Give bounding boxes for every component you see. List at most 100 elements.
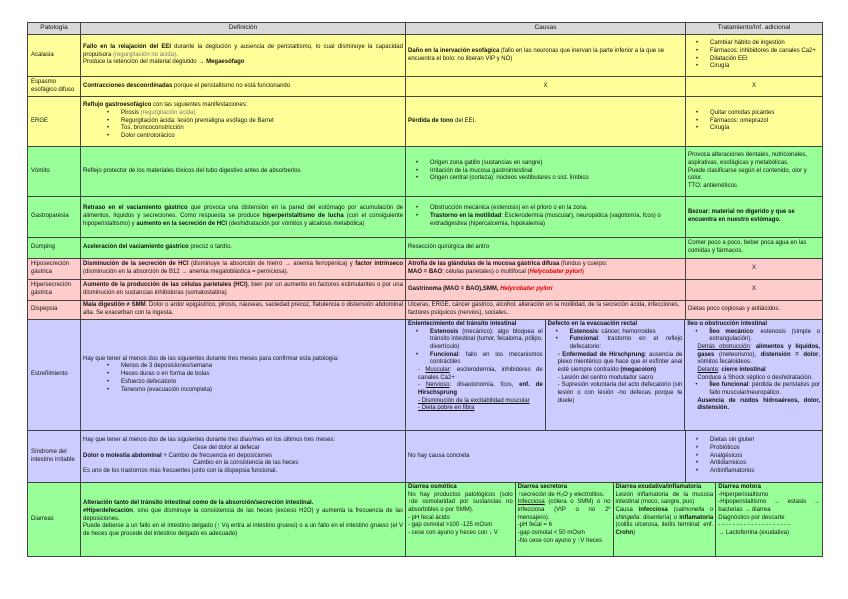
definition-cell: Disminución de la secreción de HCl (dism… [80, 258, 406, 280]
paragraph: Daño en la inervación esofágica (fallo e… [408, 48, 683, 63]
causes-cell: Gastrinoma (MAO = BAO),SMM, Helycobater … [405, 279, 686, 301]
text-run: Probióticos [710, 444, 740, 451]
definition-cell: Aceleración del vaciamiento gástrico pre… [80, 237, 406, 259]
highlighted-text: Helycobater pylori [500, 286, 553, 293]
text-run: precoz o tardío. [188, 244, 233, 251]
paragraph: Ausencia de ruidos hidroaéreos, dolor, d… [697, 398, 820, 413]
text-run: Reflujo gastroesofágico [83, 102, 152, 109]
paragraph: Diarrea motora [718, 484, 820, 492]
header-row: Patología Definición Causas Tratamiento/… [27, 22, 823, 35]
bullet-list: Menos de 3 deposiciones/semanaHeces dura… [83, 363, 403, 394]
pathology-table: Patología Definición Causas Tratamiento/… [27, 22, 823, 557]
text-run: : pérdida de peristalsis por fallo muscu… [709, 382, 821, 397]
list-item: Analgésicos [696, 453, 820, 461]
paragraph: Atrofia de las glándulas de la mucosa gá… [408, 261, 683, 269]
text-run: Dietas sin gluten [710, 437, 755, 444]
paragraph: Defecto en la evacuación rectal [548, 321, 683, 329]
text-run: Cese del dolor al defecar [193, 444, 260, 451]
paragraph: Cambio en la consistencia de las heces [193, 460, 403, 468]
definition-cell: Retraso en el vaciamiento gástrico que p… [80, 196, 406, 238]
text-run: Resección quirúrgica del antro [408, 244, 490, 251]
text-run: Disminución de la secreción de HCl [83, 261, 189, 268]
paragraph: Pérdida de tono del EEI. [408, 118, 683, 126]
pathology-name: Gastroparesia [27, 196, 81, 238]
definition-cell: Reflejo protector de los materiales tóxi… [80, 146, 406, 197]
paragraph: - Supresión voluntaria del acto defecato… [558, 382, 683, 405]
text-run: - Enfermedad de Hirschprung [557, 351, 645, 358]
paragraph: Hay que tener al menos dos de las siguie… [83, 437, 403, 445]
text-run: ; células parietales) o multifocal ( [442, 269, 530, 275]
text-run: (con el consiguiente hipoperistaltismo) … [83, 213, 403, 227]
definition-cell: Fallo en la relajación del EEI durante l… [80, 34, 406, 77]
text-run: Cambiar hábito de ingestión [710, 40, 785, 47]
text-run: Produce la retención del material deglut… [83, 59, 207, 66]
text-run: hiperperistaltismo de lucha [262, 213, 344, 220]
text-run: Íleo u obstrucción intestinal [687, 321, 768, 327]
treatment-cell: X [685, 76, 823, 97]
text-run: X [751, 286, 756, 293]
paragraph: Diarrea osmótica [408, 484, 513, 492]
text-run: - pH fecal ácido [408, 514, 450, 521]
list-item: Tenesmo (evacuación incompleta) [107, 387, 403, 395]
list-item: Origen central (corteza): núcleos vestib… [416, 175, 683, 183]
paragraph: -No cese con ayuno y ↑V heces [518, 538, 611, 546]
text-run: Esfuerzo defecatorio [121, 378, 177, 385]
row-dumping: Dumping Aceleración del vaciamiento gástr… [27, 237, 823, 259]
causes-cell: Pérdida de tono del EEI. [405, 96, 686, 147]
text-run: que provoca una distensión en la pared d… [83, 205, 404, 220]
paragraph: - gap osmolal >100 -125 mOsm [408, 522, 513, 530]
list-item: Funcional: fallo en los mecanismos contr… [416, 352, 543, 367]
text-run: - Lesión del centro modulador sacro [557, 374, 654, 381]
text-run: Antiinflamatorios [710, 468, 755, 474]
paragraph: X [688, 265, 820, 273]
list-item: Heces duras o en forma de bolas [107, 371, 403, 379]
text-run: Fármacos: omeprazol [710, 117, 769, 124]
list-item: Tos, broncoconstricción [107, 125, 403, 133]
text-run: Es uno de los trastornos más frecuentes … [83, 468, 278, 474]
text-run: Dolor o molestia abdominal [83, 452, 162, 459]
paragraph: No hay causa concreta [408, 453, 683, 461]
paragraph: Aceleración del vaciamiento gástrico pre… [83, 244, 403, 252]
bullet-list: Estenosis (mecánico): algo bloquea el tr… [408, 329, 543, 367]
text-run: durante la deglución y ausencia de peris… [83, 43, 403, 58]
causes-cell: Úlceras, ERGE, cáncer gástrico, alcohol,… [405, 300, 686, 320]
pathology-name: Acalasia [27, 34, 81, 77]
text-run: MAO = BAO [408, 269, 443, 275]
text-run: (regurgitación no ácida) [113, 51, 177, 58]
paragraph: Lesión inflamatoria de la mucosa intesti… [616, 492, 714, 507]
text-run: ) [633, 530, 636, 537]
causes-subtypes: Diarrea osmótica No hay productos patológ… [405, 482, 823, 557]
row-erge: ERGE Reflujo gastroesofágico con las sigu… [27, 96, 823, 147]
treatment-cell: X [685, 258, 823, 280]
text-run: Fallo en la relajación del EEI [83, 43, 171, 50]
definition-cell: Hay que tener al menos dos de las siguie… [80, 319, 406, 431]
text-run: Lesión inflamatoria de la mucosa intesti… [615, 491, 714, 506]
text-run: Pérdida de tono [408, 117, 454, 124]
text-run: - Dieta pobre en fibra [418, 405, 475, 412]
paragraph: Mala digestión ≠ SMM. Dolor o ardor epig… [83, 302, 403, 317]
bullet-list: Pirosis (regurgitación ácida)Regurgitaci… [83, 110, 403, 141]
text-run: X [751, 82, 756, 89]
text-run: : disentería) o [639, 514, 680, 521]
pathology-name: Espasmo esofágico difuso [27, 76, 81, 97]
text-run: porque el peristaltismo no está funciona… [172, 82, 291, 89]
text-run: Obstrucción mecánica (estenosis) en el p… [430, 205, 588, 212]
paragraph: ↑secreción de H₂O y electrolitos. [518, 492, 611, 500]
paragraph: Es uno de los trastornos más frecuentes … [83, 468, 403, 476]
definition-cell: Hay que tener al menos dos de las siguie… [80, 430, 406, 483]
text-run: . Dolor o ardor epigástrico, pirosis, ná… [83, 302, 403, 316]
subtype-cell: Diarrea secretora ↑secreción de H₂O y ele… [516, 483, 614, 556]
paragraph: - Dieta pobre en fibra [418, 405, 543, 413]
row-diarreas: Diarreas Alteración tanto del tránsito in… [27, 482, 823, 557]
text-run: Hay que tener al menos dos de las siguie… [83, 355, 339, 362]
text-run: - [418, 367, 426, 374]
text-run: -Hipoperistaltismo → estasis → bacterias… [718, 499, 820, 514]
list-item: Estenosis (mecánico): algo bloquea el tr… [416, 329, 543, 352]
text-run: Analgésicos [710, 452, 743, 459]
list-item: Cambiar hábito de ingestión [696, 40, 820, 48]
text-run: Provoca alteraciones dentales, nutricion… [688, 152, 808, 166]
text-run: Puede clasificarse según el contenido, o… [688, 167, 807, 182]
paragraph: - - - - - - - - - - - - - - - - - - - - [718, 522, 820, 530]
text-run: Fármacos: inhibidores de canales Ca2+ [710, 47, 816, 54]
text-run: Puede deberse a un fallo en el intestino… [83, 523, 403, 537]
